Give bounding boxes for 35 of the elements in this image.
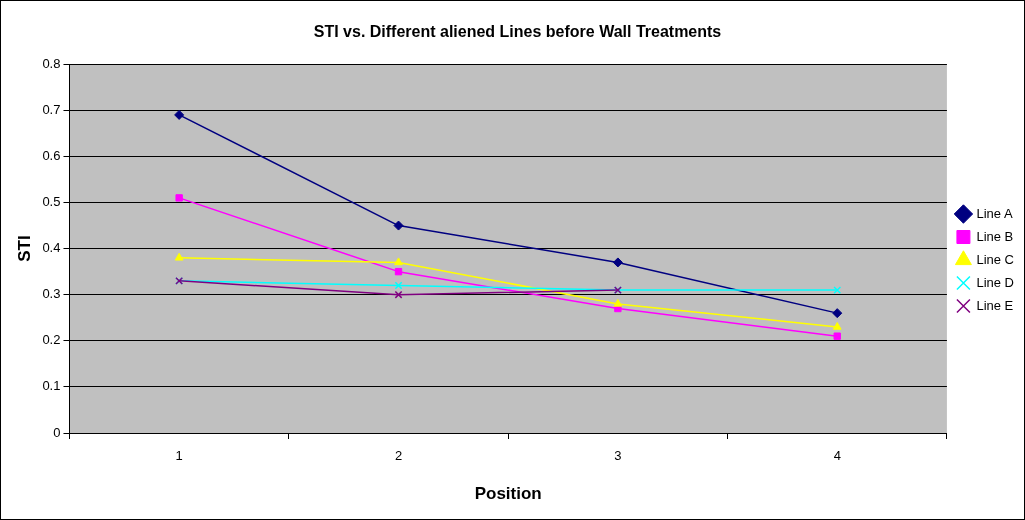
point bbox=[613, 298, 623, 307]
point bbox=[174, 109, 185, 120]
point bbox=[394, 257, 403, 266]
legend-label: Line C bbox=[976, 251, 1014, 267]
point bbox=[833, 286, 842, 295]
y-tick-label: 0.8 bbox=[42, 55, 61, 71]
x-tick-label: 1 bbox=[175, 448, 183, 464]
y-tick-label: 0.7 bbox=[42, 101, 61, 117]
legend-label: Line A bbox=[976, 205, 1013, 221]
y-tick-label: 0.4 bbox=[42, 240, 61, 256]
chart-title: STI vs. Different aliened Lines before Wall Treatments bbox=[313, 23, 722, 41]
x-axis-title: Position bbox=[474, 484, 542, 504]
legend-label: Line E bbox=[976, 297, 1014, 313]
y-axis-title: STI bbox=[14, 235, 34, 262]
point bbox=[612, 257, 623, 268]
point bbox=[394, 290, 403, 299]
x-tick-label: 3 bbox=[614, 448, 622, 464]
y-tick-label: 0.1 bbox=[42, 378, 61, 394]
legend-label: Line B bbox=[976, 228, 1014, 244]
y-tick-label: 0.6 bbox=[42, 147, 61, 163]
legend-label: Line D bbox=[976, 274, 1014, 290]
x-tick-label: 2 bbox=[394, 448, 403, 464]
x-tick-label: 4 bbox=[833, 448, 841, 464]
y-tick-label: 0.3 bbox=[42, 286, 61, 302]
point bbox=[174, 252, 184, 261]
point bbox=[175, 194, 183, 202]
point bbox=[832, 321, 842, 330]
point bbox=[832, 308, 843, 319]
y-tick-label: 0.5 bbox=[42, 194, 61, 210]
y-tick-label: 0 bbox=[53, 424, 61, 440]
y-tick-label: 0.2 bbox=[42, 332, 61, 348]
point bbox=[833, 332, 841, 340]
point bbox=[393, 220, 404, 231]
point bbox=[394, 267, 403, 276]
point bbox=[394, 281, 403, 290]
